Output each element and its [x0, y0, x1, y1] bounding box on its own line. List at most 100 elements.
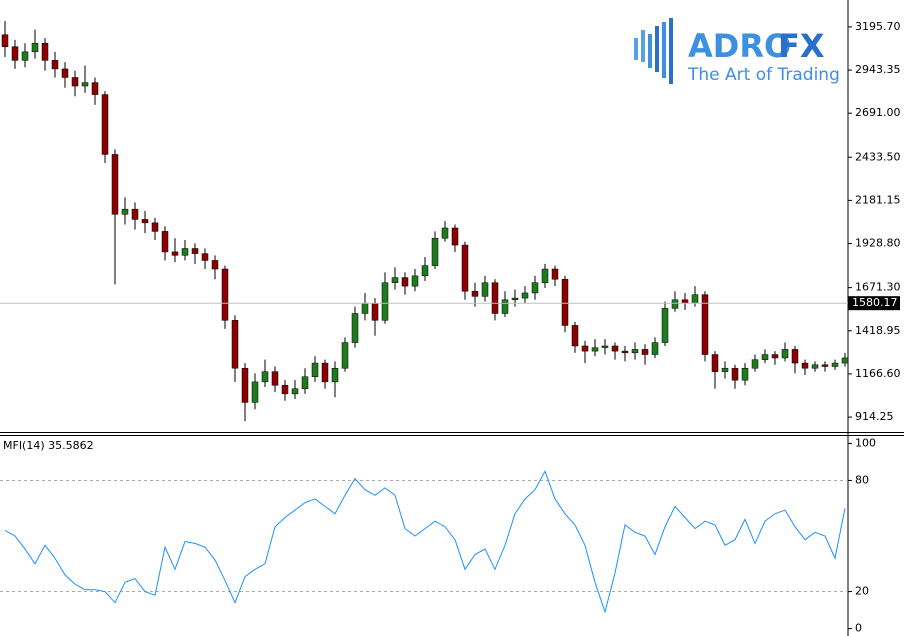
candle-body: [381, 282, 389, 321]
candle-body: [111, 154, 119, 215]
candle-body: [281, 385, 289, 395]
candle-body: [841, 357, 849, 364]
logo-bar: [655, 26, 659, 72]
candle-body: [411, 275, 419, 287]
candle-body: [441, 227, 449, 239]
y-tick-label: 3195.70: [855, 20, 901, 33]
last-price-box: [848, 296, 900, 311]
candle-body: [611, 345, 619, 352]
candle-body: [821, 364, 829, 367]
indicator-title: MFI(14) 35.5862: [3, 439, 94, 452]
candle-body: [361, 302, 369, 314]
candle-body: [741, 367, 749, 381]
candle-body: [161, 231, 169, 253]
logo: ADRO FX The Art of Trading: [634, 18, 840, 85]
tagline: The Art of Trading: [687, 65, 840, 85]
candle-body: [731, 367, 739, 381]
candle-body: [141, 219, 149, 224]
candle-body: [771, 354, 779, 359]
logo-bar: [669, 18, 673, 84]
y-tick-label: 1418.95: [855, 324, 901, 337]
candle-body: [391, 277, 399, 283]
candle-body: [801, 362, 809, 369]
candle-body: [561, 279, 569, 326]
candle-body: [21, 51, 29, 61]
candle-body: [1, 34, 9, 47]
candle-body: [751, 359, 759, 369]
candle-body: [311, 362, 319, 378]
candle-body: [201, 253, 209, 261]
y-tick-label: 80: [855, 473, 869, 486]
candle-body: [71, 77, 79, 87]
candle-body: [41, 43, 49, 61]
candle-body: [721, 367, 729, 372]
candle-body: [101, 94, 109, 155]
y-tick-label: 1671.30: [855, 281, 901, 294]
candle-body: [781, 349, 789, 359]
candle-body: [471, 290, 479, 297]
candle-body: [61, 68, 69, 78]
candle-body: [131, 208, 139, 220]
candle-body: [651, 342, 659, 355]
candle-body: [661, 308, 669, 343]
candle-body: [701, 294, 709, 355]
candle-body: [811, 364, 819, 369]
candle-body: [671, 299, 679, 309]
candle-body: [581, 345, 589, 352]
candle-body: [691, 294, 699, 304]
candle-body: [621, 350, 629, 354]
y-tick-label: 2433.50: [855, 150, 901, 163]
candle-body: [501, 299, 509, 314]
candle-body: [221, 268, 229, 321]
candle-body: [261, 371, 269, 383]
candle-body: [251, 381, 259, 403]
candle-body: [91, 82, 99, 95]
candle-body: [511, 297, 519, 301]
candle-body: [81, 82, 89, 87]
candle-body: [181, 248, 189, 256]
y-tick-label: 914.25: [855, 410, 894, 423]
candle-body: [271, 371, 279, 386]
candle-body: [301, 376, 309, 389]
candle-body: [641, 349, 649, 355]
candle-body: [431, 237, 439, 266]
candle-body: [631, 349, 639, 354]
candle-body: [341, 342, 349, 369]
candle-body: [481, 282, 489, 297]
candle-body: [31, 43, 39, 53]
candle-body: [551, 268, 559, 280]
y-tick-label: 2181.15: [855, 193, 901, 206]
candle-body: [401, 277, 409, 287]
y-tick-label: 100: [855, 436, 876, 449]
candle-body: [761, 354, 769, 360]
candle-body: [711, 354, 719, 372]
y-tick-label: 1166.60: [855, 367, 901, 380]
candle-body: [331, 367, 339, 383]
y-tick-label: 2691.00: [855, 106, 901, 119]
brand: ADRO: [688, 27, 791, 65]
candle-body: [51, 60, 59, 70]
candle-body: [601, 345, 609, 348]
candle-body: [421, 265, 429, 277]
candle-body: [531, 282, 539, 294]
candle-body: [791, 349, 799, 364]
candle-body: [541, 268, 549, 283]
y-tick-label: 1928.80: [855, 237, 901, 250]
candle-body: [241, 367, 249, 403]
candle-body: [191, 248, 199, 254]
y-tick-label: 0: [855, 622, 862, 635]
candle-body: [831, 362, 839, 367]
mfi-line: [4, 469, 846, 614]
candle-body: [171, 251, 179, 256]
candle-body: [451, 227, 459, 246]
y-tick-label: 2943.35: [855, 63, 901, 76]
last-price-label: 1580.17: [852, 296, 898, 309]
candle-body: [371, 302, 379, 321]
candle-body: [491, 282, 499, 314]
candle-body: [121, 208, 129, 215]
candle-body: [351, 313, 359, 343]
candle-body: [231, 320, 239, 369]
